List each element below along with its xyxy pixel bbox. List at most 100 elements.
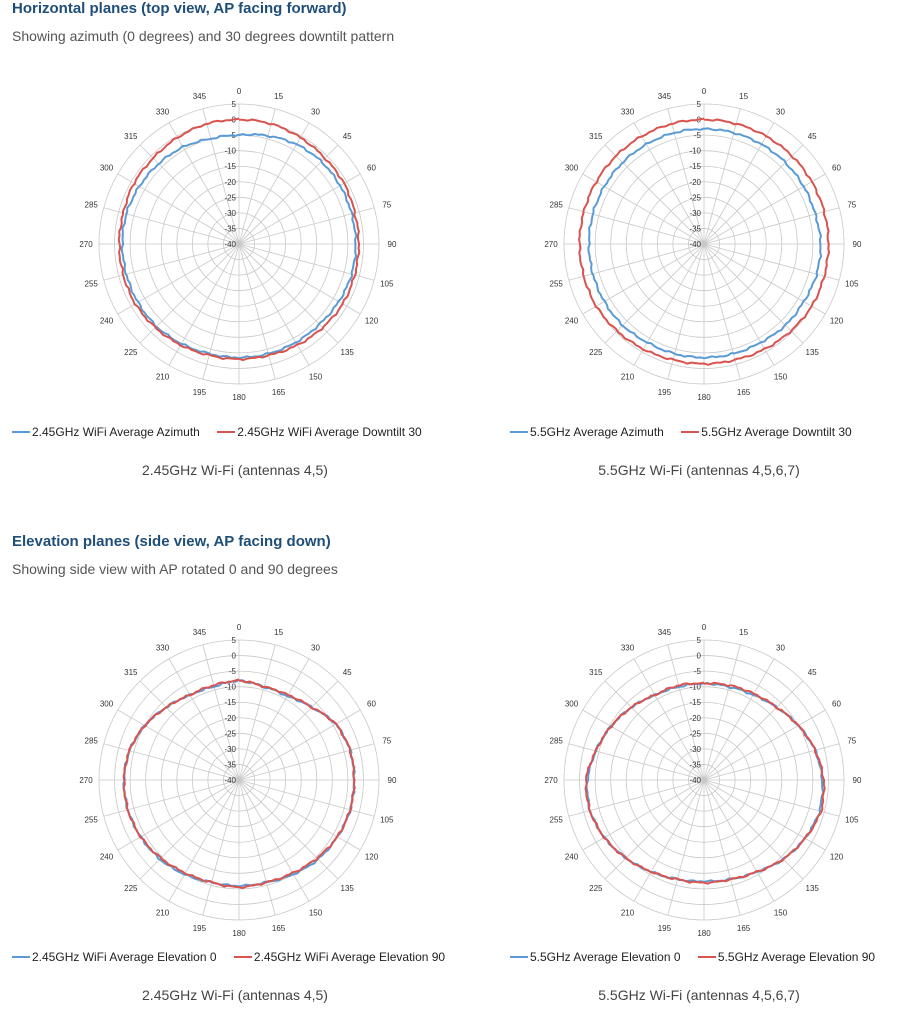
grid-spoke (703, 779, 840, 817)
angle-tick-label: 195 (193, 388, 207, 397)
grid-spoke (703, 243, 775, 366)
radial-tick-label: -5 (694, 131, 702, 140)
angle-tick-label: 75 (382, 200, 391, 209)
angle-tick-label: 270 (544, 776, 558, 785)
grid-spoke (703, 144, 804, 245)
grid-spoke (168, 122, 240, 245)
polar-chart-2g-azimuth: 0 15 30 45 60 75 90 105 120 135 150 165 180 195 210 225… (39, 60, 439, 420)
angle-tick-label: 45 (343, 132, 352, 141)
angle-tick-label: 45 (343, 668, 352, 677)
radial-tick-label: -35 (224, 760, 236, 769)
legend-item: 2.45GHz WiFi Average Elevation 0 (12, 950, 217, 964)
angle-tick-label: 0 (237, 87, 242, 96)
radial-tick-label: -40 (689, 776, 701, 785)
radial-tick-label: -15 (689, 698, 701, 707)
grid-spoke (633, 779, 705, 902)
angle-tick-label: 105 (380, 280, 394, 289)
legend-swatch (681, 431, 700, 433)
angle-tick-label: 300 (565, 700, 579, 709)
angle-tick-label: 15 (739, 628, 748, 637)
radial-tick-label: 5 (232, 636, 237, 645)
grid-spoke (604, 680, 705, 781)
angle-tick-label: 75 (382, 736, 391, 745)
angle-tick-label: 75 (847, 736, 856, 745)
angle-tick-label: 255 (550, 816, 564, 825)
legend-swatch (510, 956, 528, 958)
radial-tick-label: -25 (689, 193, 701, 202)
polar-chart-5g-azimuth: 0 15 30 45 60 75 90 105 120 135 150 165 180 195 210 225… (504, 60, 904, 420)
radial-tick-label: -20 (224, 714, 236, 723)
grid-spoke (568, 207, 705, 245)
radial-tick-label: -20 (689, 178, 701, 187)
angle-tick-label: 30 (776, 643, 785, 652)
legend-label: 5.5GHz Average Downtilt 30 (701, 425, 852, 439)
grid-spoke (238, 122, 310, 245)
angle-tick-label: 240 (100, 317, 114, 326)
angle-tick-label: 240 (565, 317, 579, 326)
grid-spoke (202, 108, 240, 245)
angle-tick-label: 180 (697, 929, 711, 938)
angle-tick-label: 195 (658, 388, 672, 397)
legend-label: 5.5GHz Average Elevation 90 (717, 950, 876, 964)
angle-tick-label: 45 (808, 668, 817, 677)
angle-tick-label: 150 (774, 373, 788, 382)
grid-spoke (238, 779, 276, 916)
radial-tick-label: 5 (697, 636, 702, 645)
angle-tick-label: 135 (806, 884, 820, 893)
radial-tick-label: 5 (232, 100, 237, 109)
polar-chart-5g-elevation: 0 15 30 45 60 75 90 105 120 135 150 165 180 195 210 225… (504, 596, 904, 956)
grid-spoke (703, 122, 775, 245)
radial-tick-label: -40 (224, 776, 236, 785)
grid-spoke (604, 243, 705, 344)
grid-spoke (667, 644, 705, 781)
legend-item: 2.45GHz WiFi Average Downtilt 30 (217, 425, 422, 439)
grid-spoke (139, 144, 240, 245)
angle-tick-label: 135 (806, 348, 820, 357)
angle-tick-label: 255 (85, 816, 99, 825)
angle-tick-label: 255 (85, 280, 99, 289)
legend-item: 5.5GHz Average Azimuth (510, 425, 664, 439)
angle-tick-label: 0 (237, 623, 242, 632)
legend-label: 5.5GHz Average Azimuth (530, 425, 664, 439)
caption-2g-azimuth: 2.45GHz Wi-Fi (antennas 4,5) (142, 462, 328, 478)
grid-spoke (568, 779, 705, 817)
grid-spoke (117, 779, 240, 851)
angle-tick-label: 45 (808, 132, 817, 141)
legend-item: 2.45GHz WiFi Average Elevation 90 (233, 950, 446, 964)
angle-tick-label: 210 (156, 909, 170, 918)
angle-tick-label: 195 (658, 924, 672, 933)
angle-tick-label: 270 (79, 240, 93, 249)
radial-tick-label: -40 (224, 240, 236, 249)
grid-spoke (633, 243, 705, 366)
angle-tick-label: 210 (621, 373, 635, 382)
grid-spoke (667, 779, 705, 916)
angle-tick-label: 60 (367, 700, 376, 709)
legend-label: 2.45GHz WiFi Average Elevation 90 (253, 950, 446, 964)
grid-spoke (604, 779, 705, 880)
section-title-horizontal: Horizontal planes (top view, AP facing f… (12, 0, 347, 17)
angle-tick-label: 210 (156, 373, 170, 382)
angle-tick-label: 255 (550, 280, 564, 289)
radial-tick-label: -15 (689, 162, 701, 171)
angle-tick-label: 315 (124, 132, 138, 141)
polar-svg: 0 15 30 45 60 75 90 105 120 135 150 165 180 195 210 225… (544, 623, 862, 938)
caption-2g-elevation: 2.45GHz Wi-Fi (antennas 4,5) (142, 987, 328, 1003)
angle-tick-label: 195 (193, 924, 207, 933)
angle-tick-label: 330 (156, 643, 170, 652)
angle-tick-label: 315 (124, 668, 138, 677)
angle-tick-label: 240 (565, 853, 579, 862)
legend-2g-azimuth: 2.45GHz WiFi Average Azimuth 2.45GHz WiF… (12, 422, 436, 439)
grid-spoke (582, 243, 705, 315)
angle-tick-label: 150 (309, 909, 323, 918)
angle-tick-label: 90 (853, 240, 862, 249)
angle-tick-label: 150 (309, 373, 323, 382)
legend-item: 5.5GHz Average Downtilt 30 (681, 425, 852, 439)
grid-spoke (168, 658, 240, 781)
legend-item: 2.45GHz WiFi Average Azimuth (12, 425, 200, 439)
legend-label: 2.45GHz WiFi Average Azimuth (32, 425, 200, 439)
grid-spoke (238, 680, 339, 781)
angle-tick-label: 90 (388, 776, 397, 785)
grid-spoke (103, 779, 240, 817)
angle-tick-label: 120 (365, 853, 379, 862)
grid-spoke (238, 779, 310, 902)
